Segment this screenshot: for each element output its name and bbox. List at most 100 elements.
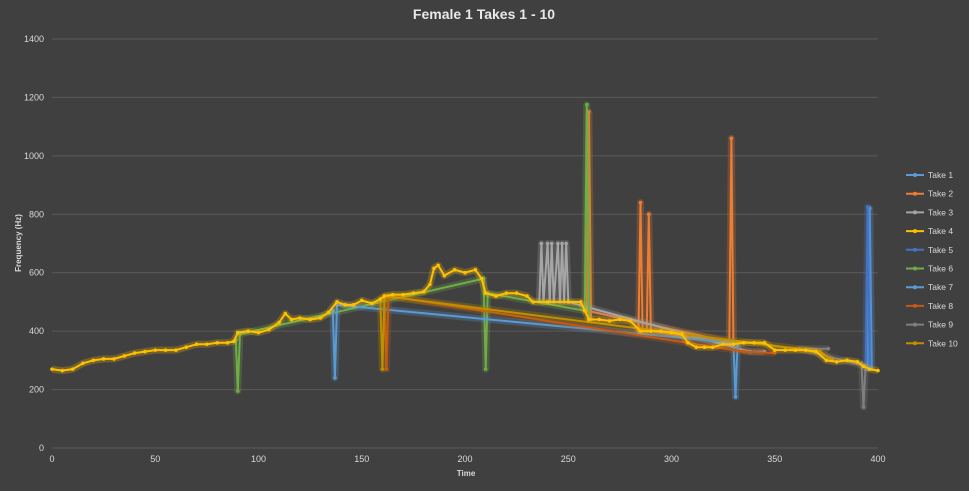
data-point <box>803 348 808 352</box>
data-point <box>390 292 395 297</box>
legend-item: Take 6 <box>906 264 953 274</box>
data-point <box>741 341 746 345</box>
data-point <box>814 349 818 354</box>
data-point <box>81 361 85 366</box>
data-point <box>112 357 116 361</box>
data-point <box>194 342 199 347</box>
data-point <box>91 358 96 363</box>
legend-marker <box>913 191 917 196</box>
data-point <box>578 300 583 304</box>
data-point <box>236 389 240 393</box>
data-point <box>335 300 339 304</box>
data-point <box>163 348 168 352</box>
x-tick-label: 150 <box>354 454 369 464</box>
data-point <box>560 241 564 246</box>
legend-item: Take 5 <box>906 245 953 255</box>
data-point <box>711 345 715 350</box>
series-take-6 <box>232 101 593 395</box>
data-point <box>205 342 209 347</box>
legend-item: Take 2 <box>906 189 953 199</box>
data-point <box>721 342 725 347</box>
data-point <box>436 263 440 268</box>
legend-marker <box>913 285 917 290</box>
data-point <box>834 360 839 364</box>
data-point <box>845 358 849 363</box>
x-tick-label: 200 <box>457 454 472 464</box>
data-point <box>483 367 488 371</box>
data-point <box>256 330 261 335</box>
data-point <box>628 319 632 323</box>
data-point <box>525 294 529 298</box>
legend-marker <box>913 322 917 327</box>
data-point <box>283 311 288 316</box>
data-point <box>545 241 550 246</box>
data-point <box>143 349 147 354</box>
data-point <box>607 319 612 323</box>
legend-label: Take 8 <box>928 301 953 311</box>
legend-marker <box>913 173 917 177</box>
data-point <box>531 300 535 304</box>
gridlines <box>52 38 878 449</box>
data-point <box>762 341 767 345</box>
legend-item: Take 8 <box>906 301 953 311</box>
data-point <box>741 349 746 354</box>
data-point <box>876 368 880 373</box>
data-point <box>401 292 405 297</box>
data-point <box>566 300 571 304</box>
y-axis-label: Frequency (Hz) <box>14 214 23 272</box>
data-point <box>384 367 389 371</box>
data-point <box>861 405 866 409</box>
legend-label: Take 3 <box>928 207 953 217</box>
x-axis-label: Time <box>457 469 476 478</box>
data-point <box>680 332 684 336</box>
data-point <box>289 317 294 322</box>
y-tick-label: 200 <box>29 385 44 395</box>
data-point <box>539 241 544 246</box>
data-point <box>646 212 651 217</box>
chart-title: Female 1 Takes 1 - 10 <box>413 6 555 22</box>
data-point <box>60 368 65 373</box>
data-point <box>731 342 736 347</box>
data-point <box>638 329 643 333</box>
data-point <box>855 360 860 364</box>
data-point <box>483 291 488 295</box>
data-point <box>729 136 734 141</box>
data-point <box>308 317 312 322</box>
legend-item: Take 3 <box>906 207 953 217</box>
legend-label: Take 1 <box>928 170 953 180</box>
y-tick-label: 1400 <box>24 34 44 44</box>
series-glow <box>583 108 737 347</box>
legend-label: Take 9 <box>928 320 953 330</box>
legend-label: Take 10 <box>928 338 958 348</box>
data-point <box>370 301 374 306</box>
y-tick-label: 600 <box>29 268 44 278</box>
data-point <box>359 298 364 303</box>
data-point <box>587 110 591 114</box>
data-point <box>184 345 189 350</box>
series-take-5 <box>862 203 874 371</box>
data-point <box>686 341 690 345</box>
data-point <box>318 316 323 320</box>
data-point <box>428 282 432 287</box>
legend-label: Take 4 <box>928 226 953 236</box>
plot-area <box>50 101 880 411</box>
x-tick-label: 300 <box>664 454 679 464</box>
data-point <box>865 205 870 209</box>
data-point <box>618 317 622 322</box>
data-point <box>225 341 230 345</box>
data-point <box>442 273 447 278</box>
y-axis: 0 200 400 600 800 1000 1200 1400 <box>24 34 44 453</box>
y-tick-label: 0 <box>39 443 44 453</box>
data-point <box>382 294 387 298</box>
x-tick-label: 400 <box>870 454 885 464</box>
x-tick-label: 0 <box>49 454 54 464</box>
series-take-4 <box>50 261 880 375</box>
data-point <box>380 367 385 371</box>
data-point <box>50 367 54 371</box>
legend-item: Take 9 <box>906 320 953 330</box>
data-point <box>669 330 674 335</box>
y-tick-label: 1200 <box>24 92 44 102</box>
series-line <box>585 111 735 344</box>
x-tick-label: 50 <box>150 454 160 464</box>
